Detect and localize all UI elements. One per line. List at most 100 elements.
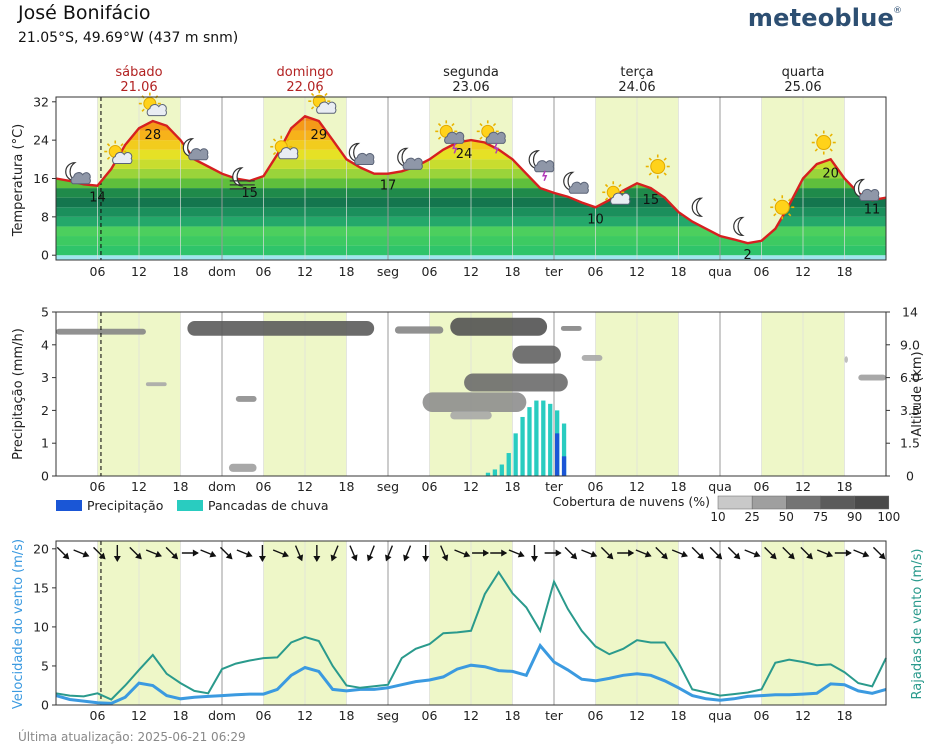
y-tick-label: 9.0 [900, 337, 920, 352]
arrow-head [590, 550, 598, 558]
time-tick-label: seg [377, 264, 399, 279]
arrow-head [769, 552, 777, 560]
sun-ray [788, 198, 792, 202]
arrow-head [715, 552, 723, 560]
y-tick-label: 16 [33, 171, 49, 186]
time-tick-label: 06 [256, 264, 272, 279]
sun-cloud-icon [104, 140, 133, 165]
day-date-label: 25.06 [784, 80, 821, 95]
sun-ray [286, 138, 290, 142]
arrow-head [501, 549, 508, 557]
cloud-cover-region [228, 463, 257, 472]
time-tick-label: 06 [588, 708, 604, 723]
time-tick-label: 12 [131, 479, 147, 494]
moon-icon [691, 197, 704, 217]
sun-ray [437, 123, 442, 127]
sun-ray [479, 136, 483, 140]
location-coordinates: 21.05°S, 49.69°W (437 m snm) [18, 30, 239, 46]
arrow-head [330, 554, 338, 562]
sun-ray [310, 106, 315, 110]
time-tick-label: 12 [297, 708, 313, 723]
arrow-head [98, 552, 106, 560]
y-tick-label: 2 [41, 403, 49, 418]
time-tick-label: 18 [505, 479, 521, 494]
wind-direction-arrow [764, 546, 777, 560]
shower-bar [561, 423, 567, 476]
precipitation-axis-title: Precipitação (mm/h) [11, 328, 26, 460]
wind-direction-arrow [635, 549, 652, 558]
time-tick-label: 18 [173, 479, 189, 494]
temperature-value-label: 10 [587, 212, 604, 227]
time-tick-label: 18 [339, 708, 355, 723]
wind-gusts-line [55, 570, 887, 701]
precipitation-bar [555, 433, 560, 476]
wind-direction-arrow [544, 549, 562, 557]
wind-direction-arrow [691, 546, 705, 560]
sun-ray [106, 156, 111, 160]
cloud-shape [859, 188, 880, 201]
time-tick-label: 06 [90, 479, 106, 494]
arrow-head [862, 550, 870, 558]
y-tick-label: 24 [33, 133, 49, 148]
wind-direction-arrow [385, 545, 394, 562]
wind-direction-arrow [581, 549, 598, 558]
sun-disc [816, 135, 832, 151]
arrow-head [530, 556, 538, 562]
cloud-legend-value: 90 [847, 510, 862, 524]
arrow-head [366, 554, 374, 562]
grid-lines [97, 541, 845, 705]
moon-cloud-icon [397, 147, 423, 170]
shower-bar [527, 407, 532, 476]
y-tick-label: 10 [33, 619, 49, 634]
arrow-head [483, 549, 490, 557]
arrow-head [245, 550, 253, 558]
time-tick-label: dom [208, 264, 236, 279]
day-date-label: 23.06 [452, 80, 489, 95]
sun-icon [645, 154, 670, 179]
sun-ray [663, 157, 667, 161]
shower-bar [541, 400, 546, 476]
moon-shape [733, 216, 745, 237]
time-tick-label: 06 [422, 708, 438, 723]
showers-legend-label: Pancadas de chuva [208, 498, 329, 513]
arrow-head [135, 552, 142, 560]
moon-cloud-icon [65, 162, 91, 185]
y-tick-label: 5 [41, 305, 49, 320]
time-tick-label: 18 [505, 708, 521, 723]
wind-direction-arrow [330, 545, 339, 562]
y-tick-label: 0 [41, 469, 49, 484]
time-tick-label: qua [708, 708, 732, 723]
wind-direction-arrow [73, 549, 90, 558]
arrow-head [517, 550, 525, 558]
time-tick-label: 18 [671, 264, 687, 279]
brand-logo[interactable]: meteoblue [747, 4, 894, 32]
cloud-cover-region [581, 354, 603, 361]
time-tick-label: 06 [588, 264, 604, 279]
arrow-head [661, 552, 668, 560]
cloud-shape [610, 192, 631, 205]
time-tick-label: seg [377, 479, 399, 494]
time-tick-label: 06 [588, 479, 604, 494]
sun-ray [437, 136, 442, 140]
cloud-cover-region [145, 382, 167, 387]
wind-direction-arrow [853, 549, 870, 558]
arrow-head [555, 549, 562, 557]
day-name-label: quarta [782, 65, 825, 80]
time-tick-label: 06 [754, 708, 770, 723]
y-tick-label: 5 [41, 658, 49, 673]
shower-bar [499, 464, 504, 476]
arrow-head [845, 549, 852, 557]
precipitation-legend-label: Precipitação [87, 498, 163, 513]
time-tick-label: 06 [256, 479, 272, 494]
sun-cloud-icon [602, 181, 631, 205]
sun-icon [811, 130, 836, 155]
time-tick-label: 18 [173, 708, 189, 723]
arrow-head [826, 550, 834, 558]
arrow-head [62, 552, 70, 560]
wind-direction-arrow [800, 546, 813, 560]
wind-direction-arrow [236, 549, 253, 558]
y-tick-label: 15 [33, 580, 49, 595]
sun-cloud-icon [270, 135, 299, 160]
arrow-head [628, 549, 635, 557]
